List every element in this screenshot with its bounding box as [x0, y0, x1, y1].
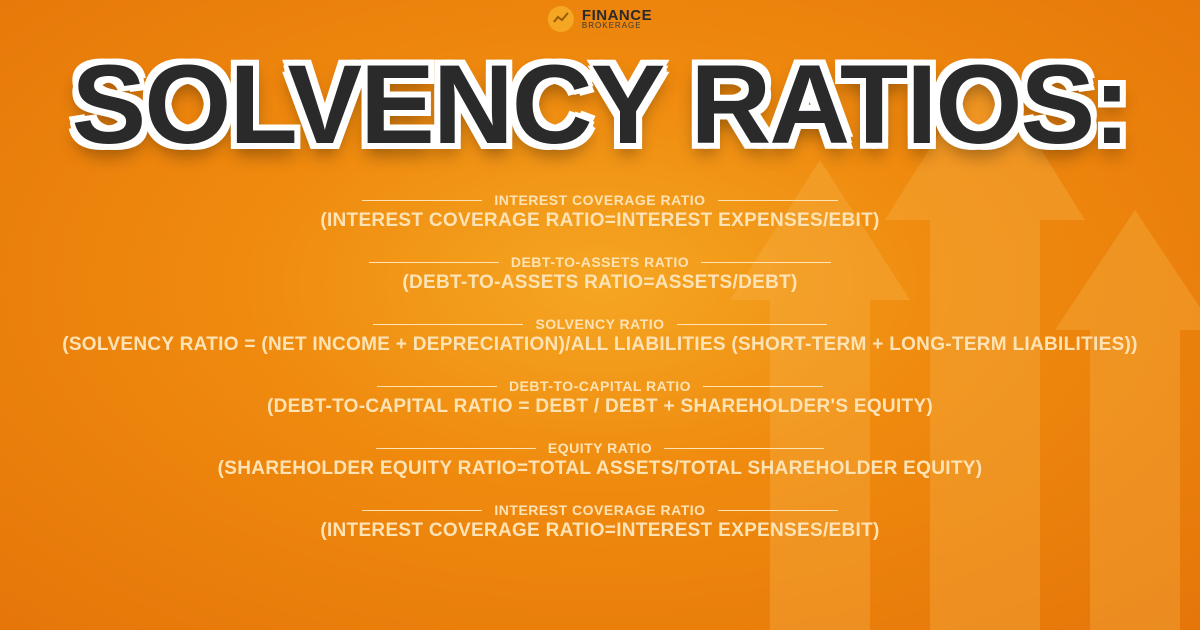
ratio-item: INTEREST COVERAGE RATIO (INTEREST COVERA… [320, 192, 879, 232]
rule-right [701, 262, 831, 263]
logo-mark-icon [548, 6, 574, 32]
brand-logo: FINANCE BROKERAGE [548, 6, 652, 32]
rule-left [369, 262, 499, 263]
ratio-item: DEBT-TO-CAPITAL RATIO (DEBT-TO-CAPITAL R… [267, 378, 933, 418]
ratio-formula: (INTEREST COVERAGE RATIO=INTEREST EXPENS… [320, 520, 879, 542]
rule-left [362, 510, 482, 511]
ratio-heading: DEBT-TO-ASSETS RATIO [369, 254, 831, 270]
ratios-list: INTEREST COVERAGE RATIO (INTEREST COVERA… [0, 192, 1200, 542]
rule-right [718, 200, 838, 201]
ratio-item: DEBT-TO-ASSETS RATIO (DEBT-TO-ASSETS RAT… [369, 254, 831, 294]
rule-left [362, 200, 482, 201]
ratio-formula: (SHAREHOLDER EQUITY RATIO=TOTAL ASSETS/T… [218, 458, 983, 480]
rule-left [377, 386, 497, 387]
rule-right [664, 448, 824, 449]
ratio-heading: INTEREST COVERAGE RATIO [362, 502, 837, 518]
ratio-name: SOLVENCY RATIO [535, 316, 664, 332]
ratio-heading: EQUITY RATIO [376, 440, 824, 456]
rule-right [677, 324, 827, 325]
logo-text: FINANCE BROKERAGE [582, 9, 652, 30]
logo-main-text: FINANCE [582, 9, 652, 23]
ratio-item: SOLVENCY RATIO (SOLVENCY RATIO = (NET IN… [62, 316, 1138, 356]
rule-right [703, 386, 823, 387]
infographic-canvas: FINANCE BROKERAGE SOLVENCY RATIOS: INTER… [0, 0, 1200, 630]
ratio-name: EQUITY RATIO [548, 440, 652, 456]
ratio-name: INTEREST COVERAGE RATIO [494, 502, 705, 518]
logo-sub-text: BROKERAGE [582, 22, 652, 29]
ratio-heading: SOLVENCY RATIO [373, 316, 826, 332]
rule-right [718, 510, 838, 511]
ratio-item: EQUITY RATIO (SHAREHOLDER EQUITY RATIO=T… [218, 440, 983, 480]
ratio-formula: (DEBT-TO-CAPITAL RATIO = DEBT / DEBT + S… [267, 396, 933, 418]
ratio-formula: (INTEREST COVERAGE RATIO=INTEREST EXPENS… [320, 210, 879, 232]
page-title: SOLVENCY RATIOS: [72, 40, 1129, 169]
rule-left [376, 448, 536, 449]
ratio-name: DEBT-TO-ASSETS RATIO [511, 254, 689, 270]
ratio-item: INTEREST COVERAGE RATIO (INTEREST COVERA… [320, 502, 879, 542]
ratio-heading: INTEREST COVERAGE RATIO [362, 192, 837, 208]
ratio-heading: DEBT-TO-CAPITAL RATIO [377, 378, 823, 394]
ratio-name: INTEREST COVERAGE RATIO [494, 192, 705, 208]
rule-left [373, 324, 523, 325]
ratio-name: DEBT-TO-CAPITAL RATIO [509, 378, 691, 394]
ratio-formula: (SOLVENCY RATIO = (NET INCOME + DEPRECIA… [62, 334, 1138, 356]
ratio-formula: (DEBT-TO-ASSETS RATIO=ASSETS/DEBT) [402, 272, 797, 294]
